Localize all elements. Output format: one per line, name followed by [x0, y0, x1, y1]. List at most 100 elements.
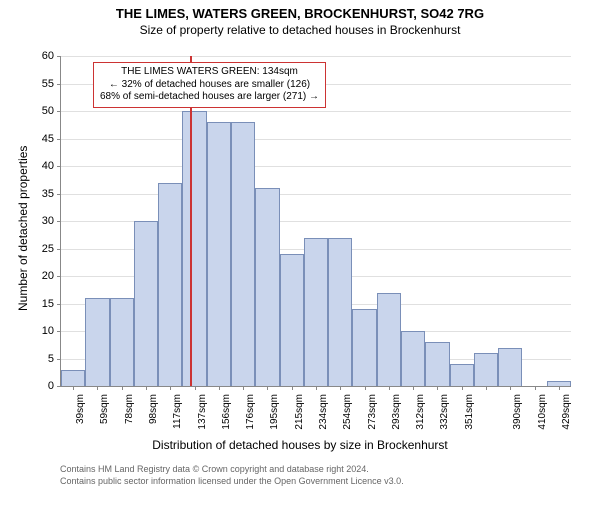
x-tick-mark — [462, 386, 463, 390]
x-tick-label: 293sqm — [391, 394, 402, 430]
histogram-bar — [401, 331, 425, 386]
y-tick-mark — [57, 166, 61, 167]
x-tick-label: 215sqm — [294, 394, 305, 430]
histogram-bar — [61, 370, 85, 387]
attribution-line1: Contains HM Land Registry data © Crown c… — [60, 464, 404, 476]
x-tick-mark — [146, 386, 147, 390]
x-tick-mark — [559, 386, 560, 390]
histogram-bar — [182, 111, 206, 386]
histogram-bar — [425, 342, 449, 386]
histogram-bar — [474, 353, 498, 386]
y-tick-label: 0 — [32, 380, 54, 392]
grid-line — [61, 194, 571, 195]
x-tick-mark — [97, 386, 98, 390]
plot-area: THE LIMES WATERS GREEN: 134sqm ← 32% of … — [60, 56, 571, 387]
histogram-bar — [328, 238, 352, 387]
x-tick-mark — [389, 386, 390, 390]
x-tick-mark — [243, 386, 244, 390]
y-tick-mark — [57, 331, 61, 332]
histogram-bar — [352, 309, 376, 386]
histogram-bar — [450, 364, 474, 386]
y-tick-mark — [57, 276, 61, 277]
y-tick-mark — [57, 221, 61, 222]
histogram-bar — [280, 254, 304, 386]
x-tick-label: 429sqm — [561, 394, 572, 430]
y-tick-mark — [57, 84, 61, 85]
annotation-line3: 68% of semi-detached houses are larger (… — [100, 91, 319, 104]
annotation-line2: ← 32% of detached houses are smaller (12… — [100, 79, 319, 92]
y-tick-label: 10 — [32, 325, 54, 337]
x-tick-mark — [365, 386, 366, 390]
histogram-bar — [377, 293, 401, 387]
y-tick-mark — [57, 304, 61, 305]
x-tick-label: 390sqm — [512, 394, 523, 430]
histogram-bar — [498, 348, 522, 387]
x-tick-label: 234sqm — [318, 394, 329, 430]
histogram-bar — [255, 188, 279, 386]
x-tick-mark — [340, 386, 341, 390]
histogram-bar — [158, 183, 182, 387]
grid-line — [61, 56, 571, 57]
annotation-box: THE LIMES WATERS GREEN: 134sqm ← 32% of … — [93, 62, 326, 108]
x-tick-mark — [316, 386, 317, 390]
x-tick-mark — [170, 386, 171, 390]
x-tick-label: 254sqm — [342, 394, 353, 430]
x-tick-label: 39sqm — [75, 394, 86, 424]
y-tick-mark — [57, 194, 61, 195]
x-tick-label: 176sqm — [245, 394, 256, 430]
grid-line — [61, 139, 571, 140]
y-tick-label: 45 — [32, 133, 54, 145]
x-tick-label: 59sqm — [99, 394, 110, 424]
y-tick-mark — [57, 111, 61, 112]
y-tick-mark — [57, 139, 61, 140]
x-tick-mark — [122, 386, 123, 390]
histogram-bar — [85, 298, 109, 386]
x-axis-label: Distribution of detached houses by size … — [0, 438, 600, 452]
y-tick-label: 55 — [32, 78, 54, 90]
x-tick-mark — [292, 386, 293, 390]
grid-line — [61, 166, 571, 167]
x-tick-label: 195sqm — [269, 394, 280, 430]
y-tick-mark — [57, 359, 61, 360]
y-tick-label: 5 — [32, 353, 54, 365]
x-tick-label: 312sqm — [415, 394, 426, 430]
x-tick-mark — [413, 386, 414, 390]
y-tick-mark — [57, 386, 61, 387]
y-tick-label: 60 — [32, 50, 54, 62]
attribution-text: Contains HM Land Registry data © Crown c… — [60, 464, 404, 487]
chart-title: THE LIMES, WATERS GREEN, BROCKENHURST, S… — [0, 6, 600, 21]
x-tick-mark — [219, 386, 220, 390]
histogram-bar — [231, 122, 255, 386]
y-tick-label: 20 — [32, 270, 54, 282]
x-tick-label: 117sqm — [172, 394, 183, 429]
x-tick-label: 273sqm — [367, 394, 378, 430]
y-tick-mark — [57, 249, 61, 250]
attribution-line2: Contains public sector information licen… — [60, 476, 404, 488]
x-tick-mark — [73, 386, 74, 390]
grid-line — [61, 111, 571, 112]
y-tick-mark — [57, 56, 61, 57]
y-tick-label: 30 — [32, 215, 54, 227]
chart-subtitle: Size of property relative to detached ho… — [0, 23, 600, 37]
x-tick-label: 410sqm — [537, 394, 548, 430]
x-tick-mark — [195, 386, 196, 390]
x-tick-label: 156sqm — [221, 394, 232, 430]
x-tick-label: 78sqm — [124, 394, 135, 424]
x-tick-mark — [535, 386, 536, 390]
histogram-bar — [134, 221, 158, 386]
y-tick-label: 35 — [32, 188, 54, 200]
y-axis-label: Number of detached properties — [16, 146, 30, 311]
x-tick-label: 351sqm — [464, 394, 475, 430]
histogram-bar — [304, 238, 328, 387]
x-tick-label: 98sqm — [148, 394, 159, 424]
y-tick-label: 15 — [32, 298, 54, 310]
histogram-bar — [207, 122, 231, 386]
annotation-line1: THE LIMES WATERS GREEN: 134sqm — [100, 66, 319, 79]
x-tick-label: 137sqm — [197, 394, 208, 430]
x-tick-mark — [486, 386, 487, 390]
y-tick-label: 50 — [32, 105, 54, 117]
y-tick-label: 40 — [32, 160, 54, 172]
x-tick-mark — [510, 386, 511, 390]
histogram-bar — [110, 298, 134, 386]
x-tick-mark — [437, 386, 438, 390]
